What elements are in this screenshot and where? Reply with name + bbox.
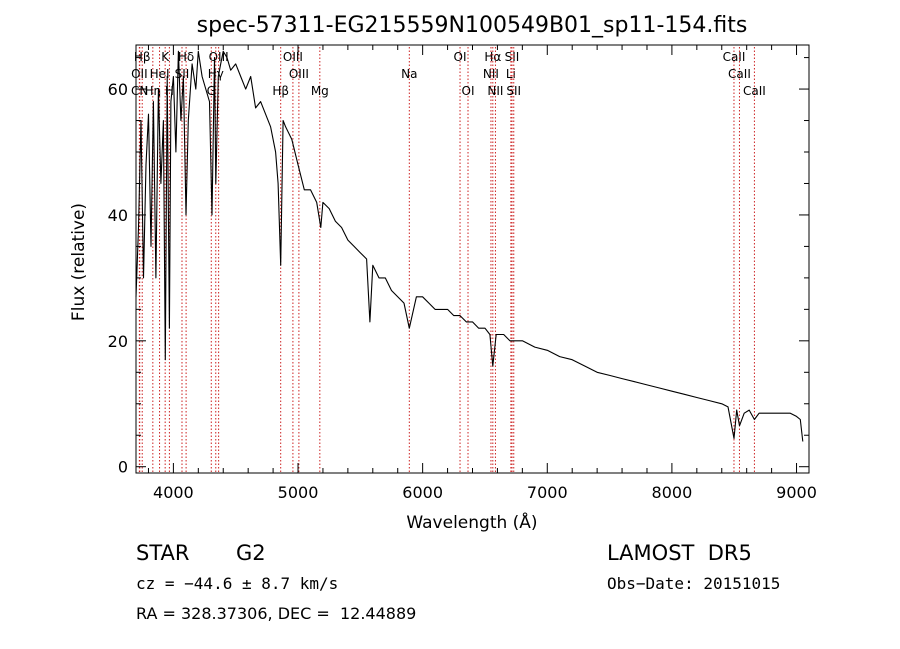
- line-label: OIII: [283, 50, 303, 64]
- observation-date: Obs−Date: 20151015: [607, 574, 781, 593]
- line-label: NII: [483, 67, 499, 81]
- redshift-velocity: cz = −44.6 ± 8.7 km/s: [136, 574, 339, 593]
- object-class: STAR: [136, 541, 190, 565]
- plot-frame: [135, 44, 810, 474]
- spectrum-series: [135, 50, 804, 442]
- line-label: CaII: [728, 67, 751, 81]
- line-label: CaII: [743, 84, 766, 98]
- x-tick-label: 4000: [153, 483, 194, 502]
- survey-name: LAMOST DR5: [607, 541, 752, 565]
- x-axis-label: Wavelength (Å): [406, 511, 537, 533]
- line-label: OI: [454, 50, 467, 64]
- line-label: NII: [487, 84, 503, 98]
- x-tick-label: 9000: [776, 483, 817, 502]
- line-label: OIII: [289, 67, 309, 81]
- line-label: HeI: [150, 67, 170, 81]
- spectrum-line: [135, 50, 804, 442]
- line-label: SII: [505, 50, 520, 64]
- line-label: Hα: [484, 50, 501, 64]
- x-tick-label: 6000: [402, 483, 443, 502]
- line-label: Mg: [311, 84, 329, 98]
- y-tick-label: 60: [108, 80, 128, 99]
- x-tick-label: 7000: [527, 483, 568, 502]
- y-tick-label: 20: [108, 332, 128, 351]
- line-label: K: [161, 50, 170, 64]
- spectral-line-markers: HβOIICNHηHeIKHSIIHδGOIIIHγHβOIIIOIIIMgNa…: [131, 47, 766, 473]
- y-tick-label: 40: [108, 206, 128, 225]
- line-label: OI: [462, 84, 475, 98]
- x-tick-label: 5000: [278, 483, 319, 502]
- line-label: CN: [131, 84, 148, 98]
- line-label: H: [165, 84, 174, 98]
- line-label: Hγ: [208, 67, 224, 81]
- line-label: Hη: [145, 84, 162, 98]
- line-label: Na: [401, 67, 417, 81]
- coordinates: RA = 328.37306, DEC = 12.44889: [136, 604, 417, 623]
- line-label: OII: [131, 67, 148, 81]
- y-tick-label: 0: [118, 458, 128, 477]
- axis-ticks: 4000 5000 6000 7000 8000 9000 0 20 40 60: [108, 45, 817, 502]
- spectral-subclass: G2: [236, 541, 266, 565]
- line-label: Li: [506, 67, 516, 81]
- line-label: OIII: [209, 50, 229, 64]
- line-label: Hβ: [134, 50, 151, 64]
- line-label: G: [207, 84, 216, 98]
- x-tick-label: 8000: [652, 483, 693, 502]
- line-label: Hδ: [178, 50, 194, 64]
- line-label: SII: [506, 84, 521, 98]
- line-label: Hβ: [272, 84, 289, 98]
- line-label: CaII: [723, 50, 746, 64]
- line-label: SII: [175, 67, 190, 81]
- chart-title: spec-57311-EG215559N100549B01_sp11-154.f…: [197, 13, 748, 38]
- y-axis-label: Flux (relative): [69, 203, 89, 321]
